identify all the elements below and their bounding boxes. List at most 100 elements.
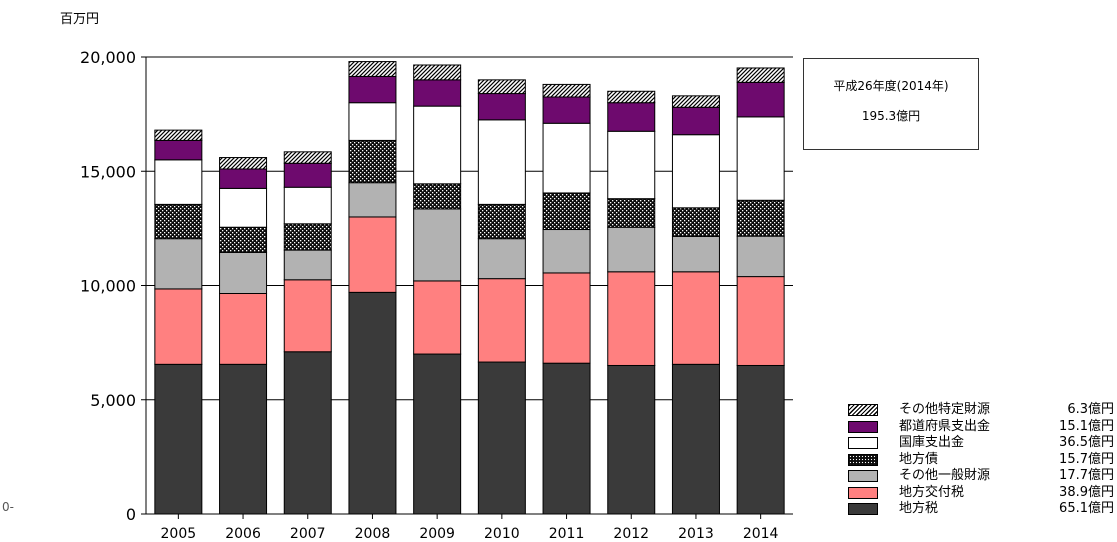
bar-segment (219, 363, 268, 515)
bar-segment (348, 291, 397, 515)
bar-segment (283, 151, 332, 164)
x-tick-label: 2009 (419, 526, 455, 542)
bar-segment (219, 157, 268, 170)
bar-segment (477, 93, 526, 121)
bar-segment (348, 139, 397, 184)
bar-segment (283, 223, 332, 251)
bar-segment (413, 79, 462, 107)
legend-swatch-hatch (848, 404, 878, 416)
bar-segment (671, 134, 720, 209)
info-box-title: 平成26年度(2014年) (833, 79, 949, 93)
legend-item: その他一般財源 17.7億円 (848, 468, 1116, 485)
zero-marker: 0- (2, 500, 14, 514)
bar-segment (283, 162, 332, 188)
legend-swatch (848, 420, 878, 433)
bar-segment (542, 362, 591, 515)
bar-segment (736, 276, 785, 366)
bar-segment (542, 272, 591, 364)
bar-segment (219, 226, 268, 253)
x-tick-label: 2013 (678, 526, 714, 542)
bar-segment (348, 102, 397, 141)
legend-value: 38.9億円 (1059, 484, 1114, 500)
bar-segment (542, 229, 591, 274)
x-tick-label: 2006 (225, 526, 261, 542)
bar-segment (477, 238, 526, 280)
bar-segment (413, 105, 462, 185)
bar-segment (736, 81, 785, 118)
x-tick-label: 2014 (743, 526, 779, 542)
x-tick-label: 2007 (290, 526, 326, 542)
legend-swatch-dots (848, 453, 878, 466)
x-tick-label: 2005 (161, 526, 197, 542)
info-box-value: 195.3億円 (861, 109, 921, 123)
legend-label: 地方交付税 (899, 484, 965, 500)
bar-segment (477, 278, 526, 363)
x-tick-label: 2008 (355, 526, 391, 542)
bar-segment (413, 64, 462, 81)
bar-segment (542, 96, 591, 124)
legend-item: 都道府県支出金 15.1億円 (848, 419, 1116, 436)
bar-segment (671, 106, 720, 136)
legend-swatch (848, 486, 878, 499)
bar-segment (736, 67, 785, 83)
bar-segment (671, 363, 720, 515)
bar-segment (413, 353, 462, 515)
bar-segment (671, 95, 720, 108)
bar-segment (219, 251, 268, 294)
y-tick-label: 20,000 (80, 48, 136, 67)
x-tick-label: 2010 (484, 526, 520, 542)
x-tick-label: 2011 (549, 526, 585, 542)
bar-segment (154, 159, 203, 205)
legend-value: 15.7億円 (1059, 451, 1114, 467)
legend-item: 地方債 15.7億円 (848, 452, 1116, 469)
bar-segment (283, 279, 332, 353)
bar-segment (154, 203, 203, 240)
legend-label: 都道府県支出金 (899, 418, 991, 434)
bar-segment (219, 168, 268, 189)
legend-value: 65.1億円 (1059, 501, 1114, 516)
bar-segment (477, 203, 526, 240)
legend-label: その他一般財源 (899, 468, 991, 483)
y-tick-labels: 0 5,000 10,000 15,000 20,000 (80, 48, 136, 524)
bar-segment (283, 249, 332, 281)
legend-swatch (848, 470, 878, 482)
legend-swatch (848, 503, 878, 515)
legend: その他特定財源 6.3億円 都道府県支出金 15.1億円 国庫支出金 36.5億… (848, 402, 1116, 518)
bar-segment (348, 61, 397, 77)
bar-segment (736, 116, 785, 201)
bar-segment (607, 271, 656, 366)
axes (141, 56, 793, 519)
bar-segment (607, 364, 656, 515)
legend-label: 地方税 (899, 501, 939, 516)
y-tick-label: 0 (126, 505, 136, 524)
bar-segment (154, 238, 203, 290)
legend-label: 国庫支出金 (899, 435, 965, 450)
bar-segment (154, 288, 203, 365)
legend-value: 6.3億円 (1067, 402, 1114, 417)
legend-swatch (848, 437, 878, 449)
legend-item: 地方税 65.1億円 (848, 501, 1116, 518)
bar-segment (348, 216, 397, 293)
y-tick-label: 5,000 (90, 391, 136, 410)
bar-segment (671, 207, 720, 237)
bar-segment (348, 182, 397, 218)
legend-item: 国庫支出金 36.5億円 (848, 435, 1116, 452)
bar-segment (154, 363, 203, 515)
bar-segment (283, 351, 332, 515)
bar-segment (154, 129, 203, 141)
bar-segment (154, 139, 203, 161)
legend-item: その他特定財源 6.3億円 (848, 402, 1116, 419)
bar-segment (542, 83, 591, 98)
bar-segment (607, 90, 656, 104)
bar-segment (736, 235, 785, 278)
bar-segment (348, 75, 397, 104)
legend-item: 地方交付税 38.9億円 (848, 485, 1116, 502)
bar-segment (283, 186, 332, 225)
legend-value: 36.5億円 (1059, 435, 1114, 450)
bar-segment (736, 199, 785, 237)
bar-segment (542, 192, 591, 231)
bar-segment (219, 187, 268, 228)
x-tick-labels: 2005 2006 2007 2008 2009 2010 2011 2012 2013 2014 (161, 526, 779, 542)
bar-segment (671, 271, 720, 365)
legend-label: 地方債 (899, 451, 939, 467)
